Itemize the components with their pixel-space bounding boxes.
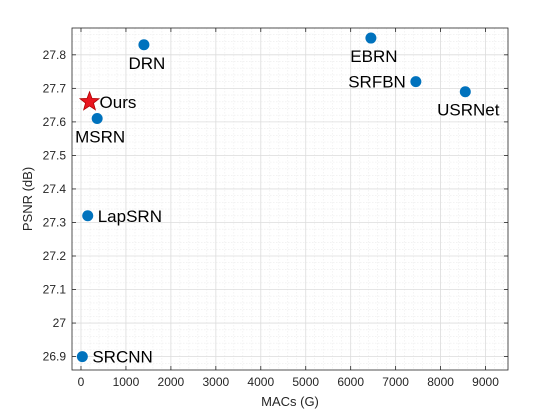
x-tick-label: 3000 (202, 375, 229, 389)
major-grid (72, 28, 508, 370)
data-label-srfbn: SRFBN (348, 73, 406, 92)
x-tick-label: 8000 (427, 375, 454, 389)
data-label-usrnet: USRNet (437, 101, 500, 120)
data-point-msrn (91, 113, 103, 125)
axes-box (71, 27, 509, 371)
data-label-drn: DRN (128, 54, 165, 73)
x-tick-label: 0 (78, 375, 85, 389)
plot-area (72, 28, 508, 370)
x-axis-ticks: 0 1000 2000 3000 4000 5000 6000 7000 8000 9000 (78, 28, 499, 389)
y-tick-label: 27.1 (43, 283, 67, 297)
x-tick-label: 9000 (472, 375, 499, 389)
minor-grid (72, 27, 508, 371)
y-tick-label: 27 (53, 316, 67, 330)
y-tick-label: 26.9 (43, 350, 67, 364)
x-tick-label: 5000 (292, 375, 319, 389)
y-tick-label: 27.2 (43, 249, 67, 263)
x-tick-label: 4000 (247, 375, 274, 389)
x-tick-label: 2000 (158, 375, 185, 389)
data-point-srcnn (76, 351, 88, 363)
y-tick-label: 27.4 (43, 182, 67, 196)
data-point-ebrn (365, 32, 377, 44)
data-point-srfbn (410, 76, 422, 88)
y-tick-label: 27.8 (43, 48, 67, 62)
data-point-lapsrn (82, 210, 94, 222)
x-axis-label: MACs (G) (261, 394, 319, 409)
x-tick-label: 6000 (337, 375, 364, 389)
data-label-lapsrn: LapSRN (98, 207, 162, 226)
axes-frame (71, 27, 509, 371)
data-label-ebrn: EBRN (350, 47, 397, 66)
y-tick-label: 27.7 (43, 81, 67, 95)
y-tick-label: 27.6 (43, 115, 67, 129)
x-tick-label: 7000 (382, 375, 409, 389)
data-label-msrn: MSRN (75, 128, 125, 147)
y-axis-ticks: 26.9 27 27.1 27.2 27.3 27.4 27.5 27.6 27.7 27.8 (43, 48, 508, 364)
x-tick-label: 1000 (113, 375, 140, 389)
data-points (76, 32, 471, 363)
data-point-labels: SRCNN LapSRN MSRN Ours DRN EBRN SRFBN USRNet (75, 47, 500, 367)
y-tick-label: 27.5 (43, 148, 67, 162)
data-label-srcnn: SRCNN (92, 348, 152, 367)
data-label-ours: Ours (100, 93, 137, 112)
y-axis-label: PSNR (dB) (20, 167, 35, 231)
data-point-ours (78, 90, 101, 111)
data-point-usrnet (459, 86, 471, 98)
data-point-drn (138, 39, 150, 51)
y-tick-label: 27.3 (43, 215, 67, 229)
